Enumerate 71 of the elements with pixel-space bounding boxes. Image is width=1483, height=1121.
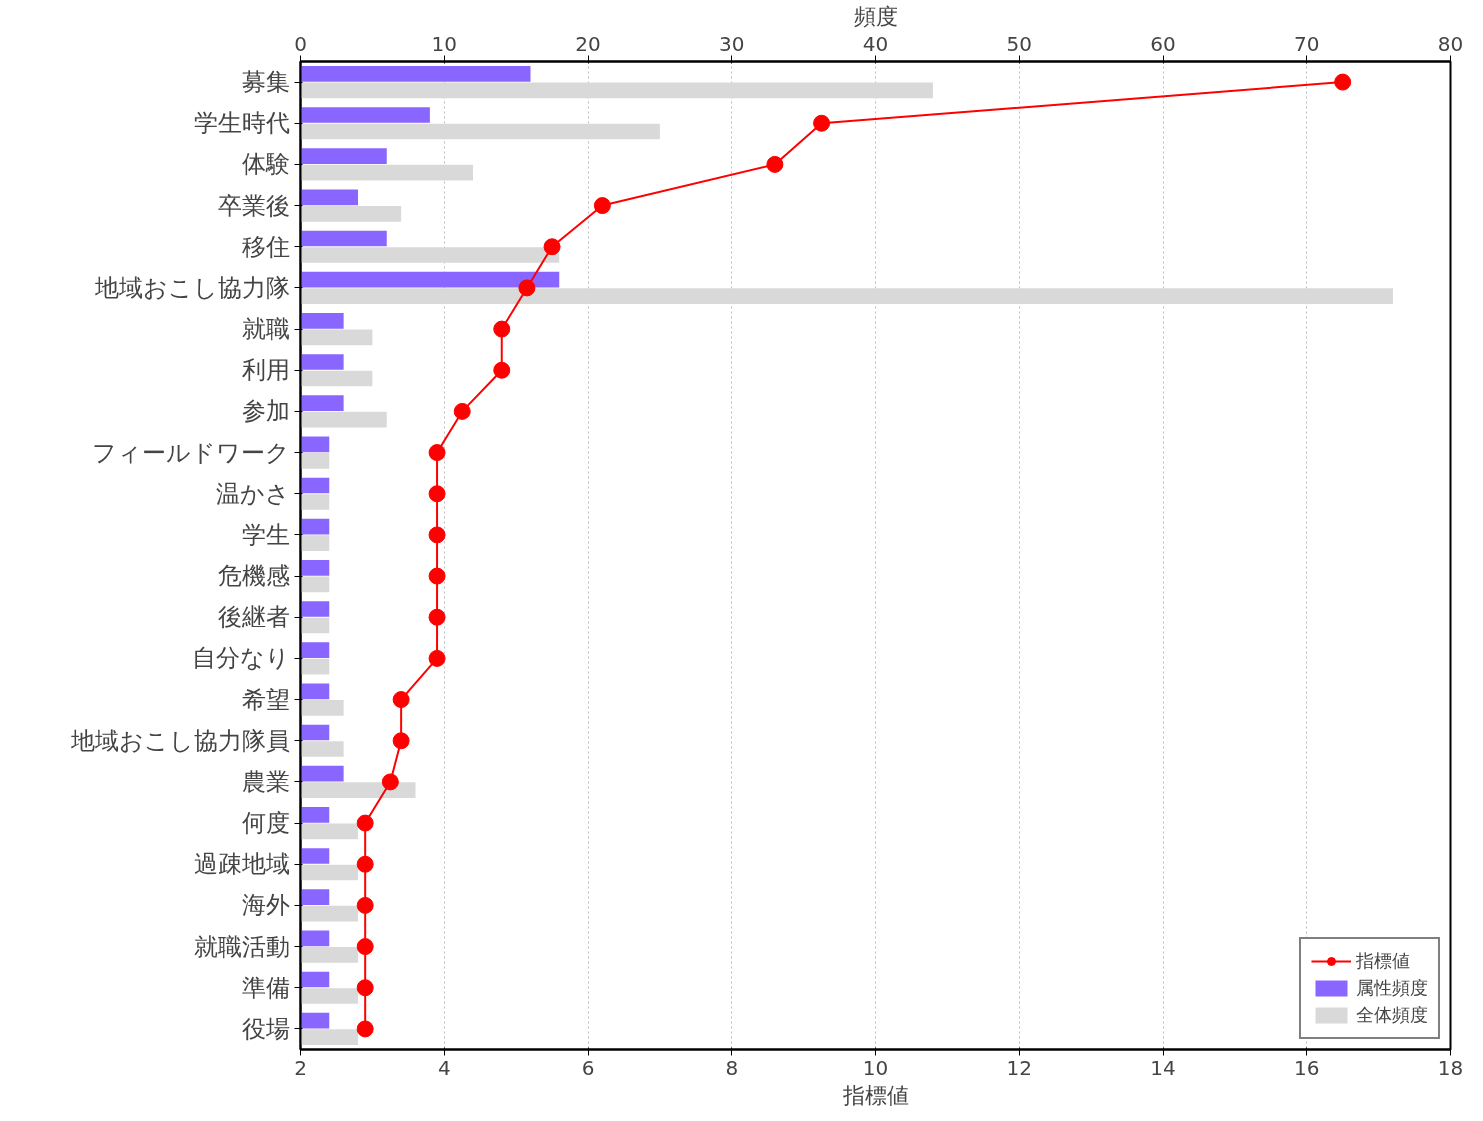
y-tick-label: 自分なり [191, 644, 290, 673]
y-tick-label: 危機感 [217, 562, 290, 591]
x2-tick-label: 20 [575, 31, 601, 56]
y-tick-label: 過疎地域 [193, 850, 290, 879]
x2-tick-label: 40 [862, 31, 889, 56]
x-tick-label: 10 [862, 1055, 889, 1080]
point [356, 979, 374, 997]
x-tick-label: 16 [1294, 1055, 1320, 1080]
x-tick-label: 6 [581, 1055, 595, 1080]
y-tick-label: 学生 [241, 520, 290, 549]
point [392, 732, 410, 750]
point [356, 814, 374, 832]
point [453, 402, 471, 420]
x2-tick-label: 0 [294, 31, 307, 56]
legend-label: 全体頻度 [1356, 1003, 1428, 1027]
point [428, 526, 446, 544]
point [813, 114, 831, 132]
x2-tick-label: 80 [1437, 31, 1464, 56]
point [493, 361, 511, 379]
y-tick-label: 希望 [241, 685, 290, 714]
point [428, 608, 446, 626]
y-tick-label: 地域おこし協力隊 [93, 273, 290, 302]
y-tick-label: 役場 [241, 1014, 290, 1043]
point [428, 567, 446, 585]
y-tick-label: 後継者 [217, 603, 290, 632]
point [356, 855, 374, 873]
y-tick-label: 学生時代 [193, 109, 290, 138]
y-tick-label: 参加 [241, 397, 290, 426]
x2-tick-label: 70 [1294, 31, 1320, 56]
y-tick-label: 温かさ [215, 479, 290, 508]
point [766, 155, 784, 173]
point [543, 238, 561, 256]
x2-tick-label: 30 [719, 31, 745, 56]
point [1334, 73, 1352, 91]
x2-tick-label: 50 [1006, 31, 1032, 56]
y-tick-label: フィールドワーク [91, 438, 290, 467]
legend-label: 指標値 [1356, 949, 1410, 973]
x-tick-label: 4 [437, 1055, 451, 1080]
point [356, 1020, 374, 1038]
point [356, 896, 374, 914]
y-tick-label: 卒業後 [217, 191, 290, 220]
point [356, 938, 374, 956]
x-tick-label: 8 [725, 1055, 739, 1080]
y-tick-label: 何度 [241, 809, 290, 838]
point [493, 320, 511, 338]
y-tick-label: 準備 [241, 973, 290, 1002]
y-tick-label: 就職 [241, 315, 290, 344]
y-tick-label: 移住 [241, 232, 290, 261]
point [518, 279, 536, 297]
y-tick-label: 体験 [241, 150, 290, 179]
x2-tick-label: 60 [1150, 31, 1176, 56]
y-tick-label: 地域おこし協力隊員 [69, 726, 290, 755]
point [428, 444, 446, 462]
point [392, 691, 410, 709]
x-tick-label: 14 [1150, 1055, 1176, 1080]
x-tick-label: 2 [294, 1055, 307, 1080]
x-tick-label: 18 [1437, 1055, 1464, 1080]
x2-axis-title: 頻度 [853, 3, 898, 29]
x-axis-title: 指標値 [841, 1082, 909, 1108]
point [593, 197, 611, 215]
y-tick-label: 募集 [241, 68, 290, 97]
x2-tick-label: 10 [431, 31, 457, 56]
point [428, 649, 446, 667]
legend-label: 属性頻度 [1356, 976, 1428, 1000]
x-tick-label: 12 [1006, 1055, 1032, 1080]
point [381, 773, 399, 791]
y-tick-label: 海外 [241, 891, 290, 920]
y-tick-label: 農業 [241, 767, 290, 796]
point [428, 485, 446, 503]
y-tick-label: 利用 [241, 356, 290, 385]
y-tick-label: 就職活動 [193, 932, 290, 961]
